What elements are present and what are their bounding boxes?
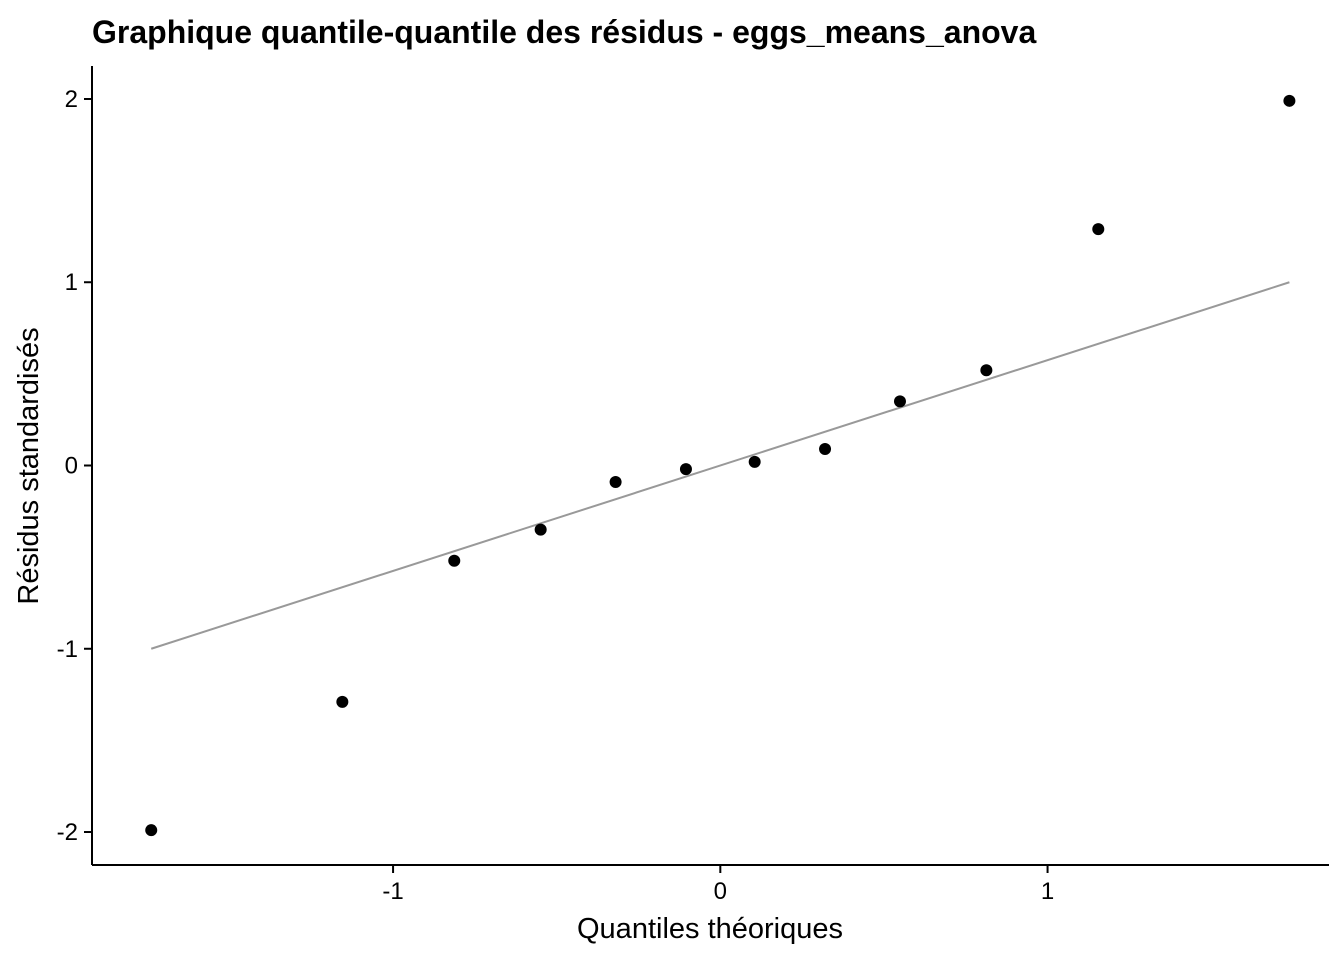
- data-point: [145, 824, 158, 837]
- y-tick-label: -2: [57, 819, 78, 846]
- data-point: [448, 554, 461, 567]
- plot-area: [145, 94, 1296, 837]
- x-tick-label: 0: [714, 878, 727, 905]
- x-tick-label: -1: [382, 878, 403, 905]
- data-point: [748, 455, 761, 468]
- data-point: [893, 395, 906, 408]
- y-tick-label: 0: [65, 453, 78, 480]
- data-point: [819, 443, 832, 456]
- y-axis-label: Résidus standardisés: [13, 327, 45, 604]
- data-point: [1092, 223, 1105, 236]
- x-axis-label: Quantiles théoriques: [577, 913, 843, 945]
- data-point: [534, 523, 547, 536]
- x-tick-label: 1: [1041, 878, 1054, 905]
- reference-line: [150, 281, 1290, 650]
- axes: [91, 66, 1329, 866]
- y-tick-label: 2: [65, 86, 78, 113]
- y-tick-label: -1: [57, 636, 78, 663]
- data-point: [1283, 94, 1296, 107]
- ticks: -1 0 1 -2 -1 0 1 2: [57, 86, 1055, 905]
- data-point: [336, 695, 349, 708]
- data-point: [609, 475, 622, 488]
- data-point: [679, 463, 692, 476]
- y-tick-label: 1: [65, 269, 78, 296]
- chart-title: Graphique quantile-quantile des résidus …: [92, 14, 1036, 50]
- data-point: [980, 364, 993, 377]
